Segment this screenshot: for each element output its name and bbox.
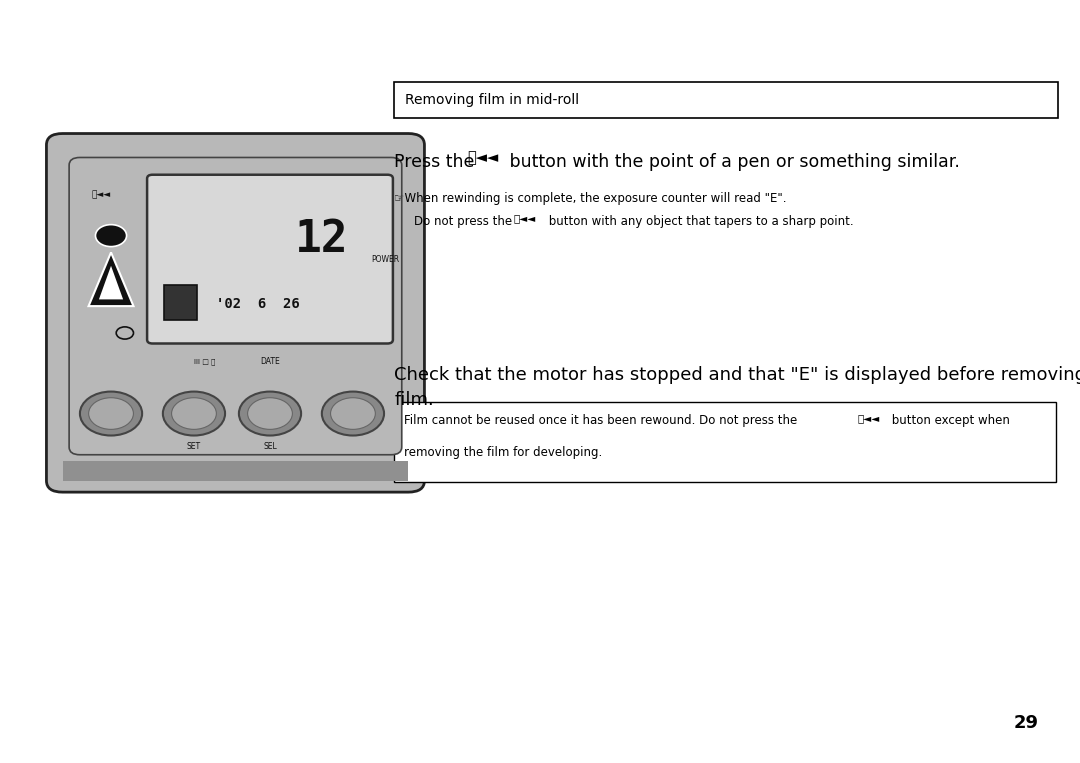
Text: POWER: POWER — [372, 255, 400, 263]
Bar — [164, 285, 198, 320]
Text: Do not press the: Do not press the — [414, 215, 515, 228]
Circle shape — [80, 391, 143, 436]
Text: SET: SET — [187, 442, 201, 451]
Circle shape — [95, 224, 126, 246]
FancyBboxPatch shape — [46, 134, 424, 492]
Text: Ⓜ◄◄: Ⓜ◄◄ — [91, 191, 110, 200]
Polygon shape — [99, 266, 123, 299]
Text: 12: 12 — [295, 218, 349, 261]
Text: III □ ⏰: III □ ⏰ — [193, 358, 215, 365]
Text: Press the: Press the — [394, 153, 481, 171]
Polygon shape — [89, 253, 134, 306]
Text: Film cannot be reused once it has been rewound. Do not press the: Film cannot be reused once it has been r… — [404, 414, 801, 427]
Circle shape — [330, 398, 376, 430]
Text: button with the point of a pen or something similar.: button with the point of a pen or someth… — [504, 153, 960, 171]
Text: Ⓜ◄◄: Ⓜ◄◄ — [468, 150, 499, 166]
Bar — [63, 461, 408, 481]
Text: '02  6  26: '02 6 26 — [216, 298, 300, 311]
Text: button except when: button except when — [888, 414, 1010, 427]
Text: DATE: DATE — [260, 357, 280, 366]
Text: SEL: SEL — [264, 442, 276, 451]
Circle shape — [239, 391, 301, 436]
Text: button with any object that tapers to a sharp point.: button with any object that tapers to a … — [545, 215, 854, 228]
Circle shape — [172, 398, 216, 430]
Bar — [394, 402, 1056, 482]
Circle shape — [322, 391, 384, 436]
Text: Check that the motor has stopped and that "Ε" is displayed before removing the
f: Check that the motor has stopped and tha… — [394, 366, 1080, 409]
Circle shape — [163, 391, 225, 436]
FancyBboxPatch shape — [147, 175, 393, 343]
Circle shape — [89, 398, 134, 430]
Bar — [394, 82, 1058, 118]
Text: Ⓜ◄◄: Ⓜ◄◄ — [513, 214, 536, 224]
Text: ☞When rewinding is complete, the exposure counter will read "Ε".: ☞When rewinding is complete, the exposur… — [394, 192, 786, 205]
Text: 29: 29 — [1014, 714, 1039, 732]
Text: Removing film in mid-roll: Removing film in mid-roll — [405, 93, 579, 107]
FancyBboxPatch shape — [69, 157, 402, 455]
Text: removing the film for developing.: removing the film for developing. — [404, 446, 603, 459]
Text: Ⓜ◄◄: Ⓜ◄◄ — [858, 413, 880, 423]
Circle shape — [247, 398, 293, 430]
